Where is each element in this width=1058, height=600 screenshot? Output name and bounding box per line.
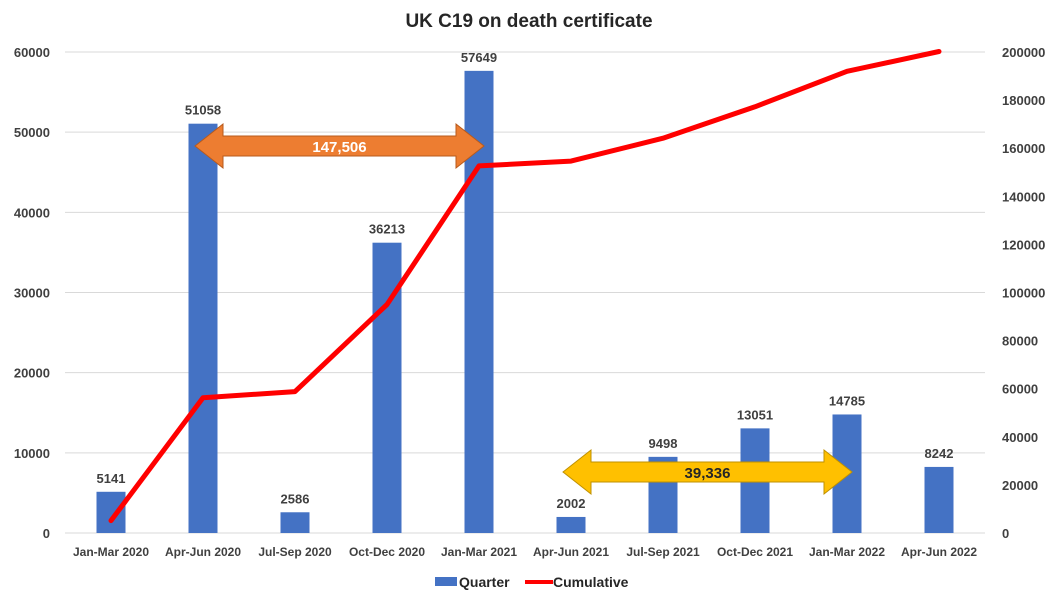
annotation-arrow-label: 39,336 [685, 465, 731, 482]
legend-label-cumulative: Cumulative [553, 574, 629, 590]
left-tick-label: 30000 [14, 286, 50, 301]
bar-value-label: 2002 [557, 496, 586, 511]
x-tick-label: Jan-Mar 2020 [73, 545, 149, 559]
x-tick-label: Oct-Dec 2021 [717, 545, 793, 559]
right-axis-ticks: 0 20000 40000 60000 80000 100000 120000 140000 1… [1002, 45, 1045, 541]
bar-value-label: 9498 [649, 436, 678, 451]
right-tick-label: 200000 [1002, 45, 1045, 60]
legend: Quarter Cumulative [435, 574, 629, 590]
left-tick-label: 0 [43, 526, 50, 541]
bar-value-label: 13051 [737, 407, 773, 422]
right-tick-label: 140000 [1002, 189, 1045, 204]
right-tick-label: 180000 [1002, 93, 1045, 108]
right-tick-label: 160000 [1002, 141, 1045, 156]
bar-value-label: 14785 [829, 393, 865, 408]
left-tick-label: 60000 [14, 45, 50, 60]
legend-swatch-quarter [435, 577, 457, 586]
legend-label-quarter: Quarter [459, 574, 510, 590]
x-tick-label: Apr-Jun 2022 [901, 545, 977, 559]
bar-data-labels: 5141 51058 2586 36213 57649 2002 9498 13051 1478… [97, 50, 954, 511]
x-tick-label: Jul-Sep 2021 [626, 545, 700, 559]
x-tick-label: Oct-Dec 2020 [349, 545, 425, 559]
x-tick-label: Jan-Mar 2022 [809, 545, 885, 559]
cumulative-line [108, 49, 942, 524]
left-tick-label: 50000 [14, 125, 50, 140]
annotation-arrow [194, 122, 485, 170]
left-tick-label: 20000 [14, 366, 50, 381]
bar-value-label: 57649 [461, 50, 497, 65]
bar-quarter [188, 123, 218, 534]
x-tick-label: Apr-Jun 2021 [533, 545, 609, 559]
right-tick-label: 0 [1002, 526, 1009, 541]
x-tick-label: Jul-Sep 2020 [258, 545, 332, 559]
chart-title: UK C19 on death certificate [405, 11, 652, 32]
bar-quarter [96, 491, 126, 533]
bar-value-label: 8242 [925, 446, 954, 461]
x-tick-label: Apr-Jun 2020 [165, 545, 241, 559]
left-axis-ticks: 0 10000 20000 30000 40000 50000 60000 [14, 45, 50, 541]
bar-value-label: 5141 [97, 471, 126, 486]
right-tick-label: 40000 [1002, 430, 1038, 445]
annotation-arrow [562, 448, 853, 496]
right-tick-label: 60000 [1002, 382, 1038, 397]
x-axis-ticks: Jan-Mar 2020 Apr-Jun 2020 Jul-Sep 2020 Oct-… [73, 545, 977, 559]
bar-value-label: 36213 [369, 222, 405, 237]
bar-value-label: 51058 [185, 103, 221, 118]
right-tick-label: 20000 [1002, 478, 1038, 493]
x-tick-label: Jan-Mar 2021 [441, 545, 517, 559]
bar-quarter [280, 512, 310, 533]
annotation-arrows: 147,506 39,336 [194, 122, 853, 496]
right-tick-label: 100000 [1002, 286, 1045, 301]
annotation-arrow-label: 147,506 [312, 139, 366, 156]
cumulative-series-line [108, 49, 942, 524]
right-tick-label: 120000 [1002, 237, 1045, 252]
bar-quarter [556, 516, 586, 533]
left-tick-label: 40000 [14, 205, 50, 220]
bar-quarter [924, 466, 954, 533]
right-tick-label: 80000 [1002, 334, 1038, 349]
left-tick-label: 10000 [14, 446, 50, 461]
bar-value-label: 2586 [281, 491, 310, 506]
